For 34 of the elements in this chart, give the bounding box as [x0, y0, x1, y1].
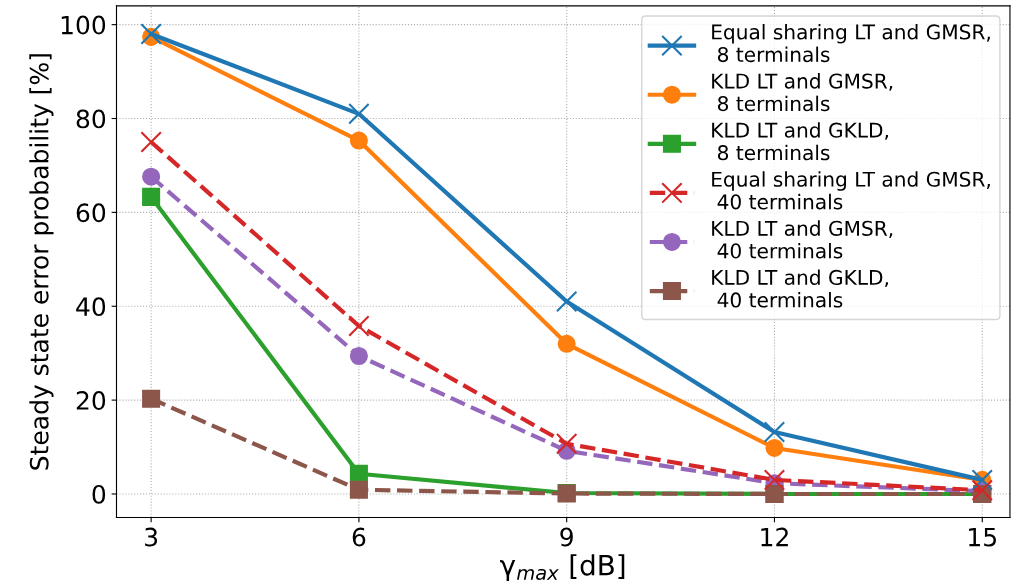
x-tick-label: 6: [352, 527, 366, 547]
x-tick-label: 15: [969, 527, 996, 547]
point: [555, 432, 578, 455]
point: [349, 480, 368, 499]
x-tick-label: 12: [761, 527, 788, 547]
legend-label: Equal sharing LT and GMSR, 40 terminals: [712, 171, 990, 210]
point: [142, 167, 161, 186]
point: [557, 334, 576, 353]
point: [765, 438, 784, 458]
point: [140, 131, 162, 153]
point: [349, 346, 368, 366]
x-tick-label: 3: [145, 527, 158, 547]
y-tick-label: 60: [76, 203, 106, 223]
legend-label: KLD LT and GKLD, 40 terminals: [712, 269, 888, 308]
point: [555, 290, 578, 313]
point: [763, 469, 786, 491]
legend-label: Equal sharing LT and GMSR, 8 terminals: [712, 24, 990, 63]
point: [142, 389, 161, 408]
legend-label: KLD LT and GMSR, 40 terminals: [712, 220, 893, 259]
y-tick-label: 40: [76, 297, 106, 317]
point: [348, 315, 370, 337]
point: [348, 103, 370, 125]
point: [142, 187, 161, 206]
point: [763, 421, 786, 443]
legend-label: KLD LT and GKLD, 8 terminals: [712, 122, 888, 161]
y-tick-label: 100: [61, 15, 106, 35]
y-tick-label: 80: [76, 109, 106, 129]
y-axis-title: Steady state error probability [%]: [29, 54, 54, 470]
y-tick-label: 20: [76, 391, 106, 410]
x-axis-title: γ$_{max}$ [dB]: [500, 554, 625, 582]
y-tick-label: 0: [92, 484, 106, 504]
x-tick-label: 9: [560, 527, 573, 547]
legend-label: KLD LT and GMSR, 8 terminals: [712, 73, 893, 112]
point: [349, 131, 368, 150]
